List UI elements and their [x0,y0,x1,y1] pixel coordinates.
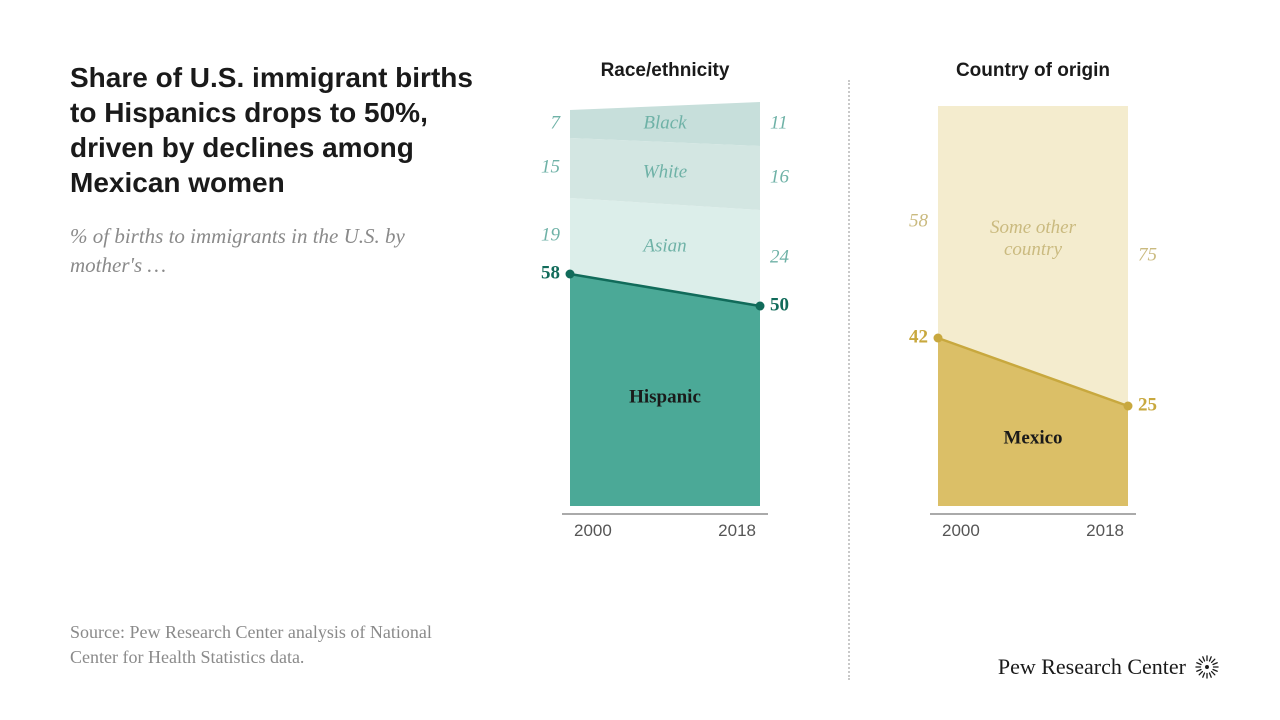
attribution: Pew Research Center [998,654,1220,680]
attribution-text: Pew Research Center [998,654,1186,680]
chart-divider [848,80,850,680]
chart-container: Share of U.S. immigrant births to Hispan… [0,0,1280,720]
svg-text:24: 24 [770,246,790,267]
svg-text:58: 58 [541,262,560,283]
page-title: Share of U.S. immigrant births to Hispan… [70,60,480,200]
pew-logo-icon [1194,654,1220,680]
chart-svg-race: 58 50 Hispanic 19 24 Asian 15 16 White 7 11 Black 20… [510,96,820,546]
svg-text:2018: 2018 [718,521,756,540]
svg-text:75: 75 [1138,244,1157,265]
svg-text:15: 15 [541,156,560,177]
chart-country-origin: Country of origin 4225Mexico5875Some oth… [878,60,1188,551]
svg-text:White: White [643,161,687,182]
svg-text:19: 19 [541,224,561,245]
svg-text:2018: 2018 [1086,521,1124,540]
svg-text:2000: 2000 [942,521,980,540]
svg-text:42: 42 [909,326,928,347]
svg-text:7: 7 [551,112,562,133]
text-column: Share of U.S. immigrant births to Hispan… [70,60,510,680]
subtitle: % of births to immigrants in the U.S. by… [70,222,480,281]
svg-text:50: 50 [770,294,789,315]
svg-text:58: 58 [909,210,929,231]
chart-svg-country: 4225Mexico5875Some othercountry20002018 [878,96,1188,546]
charts-region: Race/ethnicity 58 50 Hispanic 19 24 Asian 15 16… [510,60,1188,680]
chart-title-country: Country of origin [878,60,1188,82]
svg-text:11: 11 [770,112,788,133]
svg-text:16: 16 [770,166,790,187]
svg-text:Black: Black [643,112,687,133]
svg-text:Asian: Asian [641,235,686,256]
svg-text:2000: 2000 [574,521,612,540]
chart-race-ethnicity: Race/ethnicity 58 50 Hispanic 19 24 Asian 15 16… [510,60,820,551]
svg-text:Hispanic: Hispanic [629,386,701,407]
chart-title-race: Race/ethnicity [510,60,820,82]
svg-text:25: 25 [1138,394,1157,415]
svg-text:Mexico: Mexico [1003,427,1062,448]
source-note: Source: Pew Research Center analysis of … [70,620,480,670]
